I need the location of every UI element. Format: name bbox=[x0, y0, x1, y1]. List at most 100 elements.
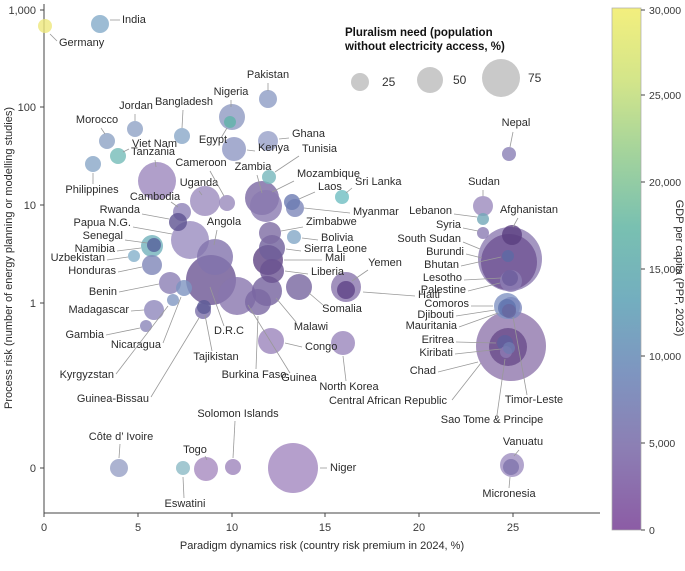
country-label-papua-n-g-: Papua N.G. bbox=[74, 217, 131, 229]
leader-line bbox=[308, 292, 324, 306]
bubble-nepal bbox=[502, 147, 516, 161]
bubble-india bbox=[91, 15, 109, 33]
bubble-solomon-islands bbox=[225, 459, 241, 475]
bubble-angola bbox=[197, 239, 233, 275]
leader-line bbox=[182, 476, 185, 499]
leader-line bbox=[204, 314, 213, 352]
colorbar-tick-label: 15,000 bbox=[649, 264, 681, 276]
country-label-togo: Togo bbox=[183, 444, 207, 456]
bubble-congo bbox=[258, 328, 284, 354]
bubble-philippines bbox=[85, 156, 101, 172]
country-label-cameroon: Cameroon bbox=[175, 157, 226, 169]
leader-line bbox=[454, 348, 502, 355]
colorbar-tick-label: 0 bbox=[649, 525, 655, 537]
country-label-tajikistan: Tajikistan bbox=[193, 351, 238, 363]
y-tick-label: 10 bbox=[24, 200, 36, 212]
bubble-sri-lanka bbox=[335, 190, 349, 204]
country-label-sudan: Sudan bbox=[468, 176, 500, 188]
country-label-guinea: Guinea bbox=[281, 372, 317, 384]
leader-line bbox=[512, 316, 528, 396]
country-label-honduras: Honduras bbox=[68, 265, 116, 277]
leader-line bbox=[462, 241, 481, 250]
leader-line bbox=[463, 277, 502, 281]
bubble-zimbabwe bbox=[259, 222, 281, 244]
country-label-nigeria: Nigeria bbox=[214, 86, 250, 98]
country-label-afghanistan: Afghanistan bbox=[500, 204, 558, 216]
country-label-namibia: Namibia bbox=[75, 243, 116, 255]
colorbar-tick-label: 5,000 bbox=[649, 438, 675, 450]
bubble-niger bbox=[268, 443, 318, 493]
country-label-sri-lanka: Sri Lanka bbox=[355, 176, 402, 188]
leader-line bbox=[437, 361, 479, 373]
country-label-guinea-bissau: Guinea-Bissau bbox=[77, 393, 149, 405]
size-legend-title-line2: without electricity access, %) bbox=[344, 41, 505, 53]
bubble-uzbekistan bbox=[128, 250, 140, 262]
leader-line bbox=[209, 286, 225, 327]
leader-line bbox=[106, 256, 129, 261]
leader-line bbox=[213, 229, 218, 246]
x-tick-label: 5 bbox=[135, 522, 141, 534]
leader-line bbox=[301, 237, 319, 241]
country-label-kyrgyzstan: Kyrgyzstan bbox=[60, 369, 114, 381]
country-label-laos: Laos bbox=[318, 181, 342, 193]
country-label-micronesia: Micronesia bbox=[482, 488, 536, 500]
x-tick-label: 10 bbox=[226, 522, 238, 534]
leader-line bbox=[204, 455, 208, 461]
leader-line bbox=[285, 248, 302, 252]
bubble-laos bbox=[284, 194, 300, 210]
bubble-uganda bbox=[190, 186, 220, 216]
colorbar-tick-label: 10,000 bbox=[649, 351, 681, 363]
size-legend-bubble-50 bbox=[417, 67, 443, 93]
bubble-eswatini bbox=[176, 461, 190, 475]
country-label-north-korea: North Korea bbox=[319, 381, 379, 393]
leader-line bbox=[255, 315, 259, 370]
country-label-mali: Mali bbox=[325, 252, 345, 264]
country-label-lesotho: Lesotho bbox=[423, 272, 462, 284]
country-label-gambia: Gambia bbox=[65, 329, 104, 341]
bubble-cameroon bbox=[219, 195, 235, 211]
leader-line bbox=[278, 137, 290, 140]
bubble-senegal bbox=[147, 238, 161, 252]
colorbar bbox=[611, 7, 642, 531]
country-label-sierra-leone: Sierra Leone bbox=[304, 243, 367, 255]
country-label-bhutan: Bhutan bbox=[424, 259, 459, 271]
country-label-sao-tome-principe: Sao Tome & Principe bbox=[441, 414, 544, 426]
y-tick-label: 1 bbox=[30, 298, 36, 310]
leader-line bbox=[509, 131, 514, 148]
leader-line bbox=[451, 362, 482, 401]
bubble-north-korea bbox=[331, 331, 355, 355]
bubble-bangladesh bbox=[174, 128, 190, 144]
leader-line bbox=[342, 355, 347, 382]
x-tick-label: 15 bbox=[319, 522, 331, 534]
leader-line bbox=[116, 247, 142, 252]
leader-line bbox=[232, 420, 236, 459]
country-label-mauritania: Mauritania bbox=[406, 320, 458, 332]
leader-line bbox=[117, 266, 143, 273]
leader-line bbox=[130, 309, 145, 312]
country-label-d-r-c: D.R.C bbox=[214, 325, 244, 337]
bubble-burundi bbox=[481, 234, 537, 290]
y-tick-label: 100 bbox=[18, 102, 36, 114]
x-tick-label: 25 bbox=[507, 522, 519, 534]
y-axis-title: Process risk (number of energy planning … bbox=[3, 107, 15, 409]
bubble-lebanon bbox=[477, 213, 489, 225]
size-legend-title-line1: Pluralism need (population bbox=[345, 27, 493, 39]
country-label-jordan: Jordan bbox=[119, 100, 153, 112]
country-label-mozambique: Mozambique bbox=[297, 168, 360, 180]
bubble-bhutan bbox=[502, 250, 514, 262]
country-label-benin: Benin bbox=[89, 286, 117, 298]
country-label-nicaragua: Nicaragua bbox=[111, 339, 162, 351]
country-label-liberia: Liberia bbox=[311, 266, 345, 278]
x-axis-title: Paradigm dynamics risk (country risk pre… bbox=[180, 540, 464, 552]
bubble-benin bbox=[159, 272, 181, 294]
country-label-kiribati: Kiribati bbox=[419, 347, 453, 359]
bubble-burkina-faso bbox=[245, 289, 271, 315]
country-label-senegal: Senegal bbox=[83, 230, 123, 242]
leader-line bbox=[181, 109, 184, 129]
leader-line bbox=[256, 174, 263, 194]
bubble-nicaragua bbox=[176, 280, 192, 296]
country-label-comoros: Comoros bbox=[424, 298, 469, 310]
country-label-uzbekistan: Uzbekistan bbox=[51, 252, 105, 264]
country-label-germany: Germany bbox=[59, 37, 105, 49]
country-label-tanzania: Tanzania bbox=[131, 146, 176, 158]
